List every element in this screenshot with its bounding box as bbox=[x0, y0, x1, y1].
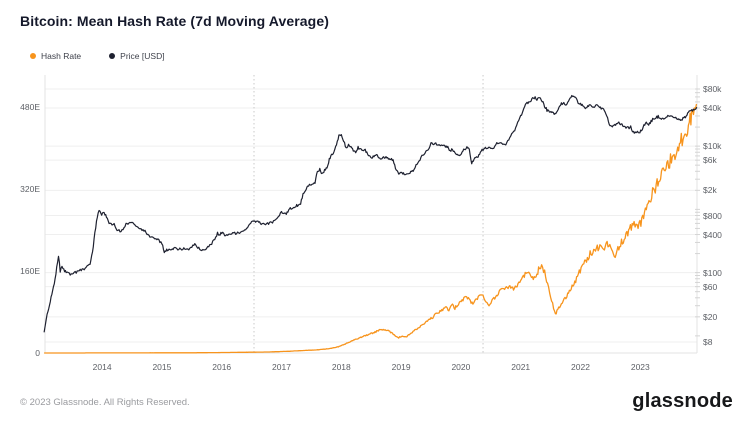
glassnode-wordmark: glassnode bbox=[632, 390, 733, 412]
right-axis-tick: $60 bbox=[703, 281, 718, 292]
hash-rate-line bbox=[44, 103, 698, 354]
right-axis-tick: $2k bbox=[703, 185, 717, 196]
x-axis-tick: 2014 bbox=[92, 362, 112, 372]
right-axis-tick: $40k bbox=[703, 103, 722, 114]
x-axis-tick: 2016 bbox=[212, 362, 232, 372]
left-axis-tick: 480E bbox=[20, 102, 40, 112]
page-title: Bitcoin: Mean Hash Rate (7d Moving Avera… bbox=[20, 13, 329, 29]
x-axis-tick: 2020 bbox=[451, 362, 471, 372]
chart-legend: Hash Rate Price [USD] bbox=[30, 51, 165, 61]
right-axis-tick: $100 bbox=[703, 267, 722, 278]
x-axis-tick: 2023 bbox=[630, 362, 650, 372]
x-axis-tick: 2018 bbox=[331, 362, 351, 372]
x-axis-tick: 2021 bbox=[511, 362, 531, 372]
hash-rate-dot-icon bbox=[30, 53, 36, 59]
legend-item-price[interactable]: Price [USD] bbox=[109, 51, 165, 61]
left-axis-tick: 160E bbox=[20, 266, 40, 276]
copyright-text: © 2023 Glassnode. All Rights Reserved. bbox=[20, 397, 190, 408]
right-axis-tick: $800 bbox=[703, 210, 722, 221]
right-axis-tick: $8 bbox=[703, 337, 713, 347]
legend-label-hash-rate: Hash Rate bbox=[41, 51, 82, 61]
x-axis-tick: 2015 bbox=[152, 362, 172, 372]
right-axis-tick: $400 bbox=[703, 229, 722, 240]
right-axis-tick: $10k bbox=[703, 141, 722, 152]
legend-item-hash-rate[interactable]: Hash Rate bbox=[30, 51, 81, 61]
left-axis-tick: 0 bbox=[35, 348, 40, 358]
price-line bbox=[43, 94, 698, 333]
right-axis-tick: $80k bbox=[703, 84, 722, 94]
left-axis-tick: 320E bbox=[20, 184, 40, 194]
x-axis-tick: 2022 bbox=[571, 362, 590, 372]
price-dot-icon bbox=[109, 53, 116, 59]
x-axis-tick: 2019 bbox=[391, 362, 411, 372]
right-axis-tick: $20 bbox=[703, 311, 718, 322]
x-axis-tick: 2017 bbox=[272, 362, 291, 372]
legend-label-price: Price [USD] bbox=[120, 51, 165, 61]
right-axis-tick: $6k bbox=[703, 155, 717, 166]
